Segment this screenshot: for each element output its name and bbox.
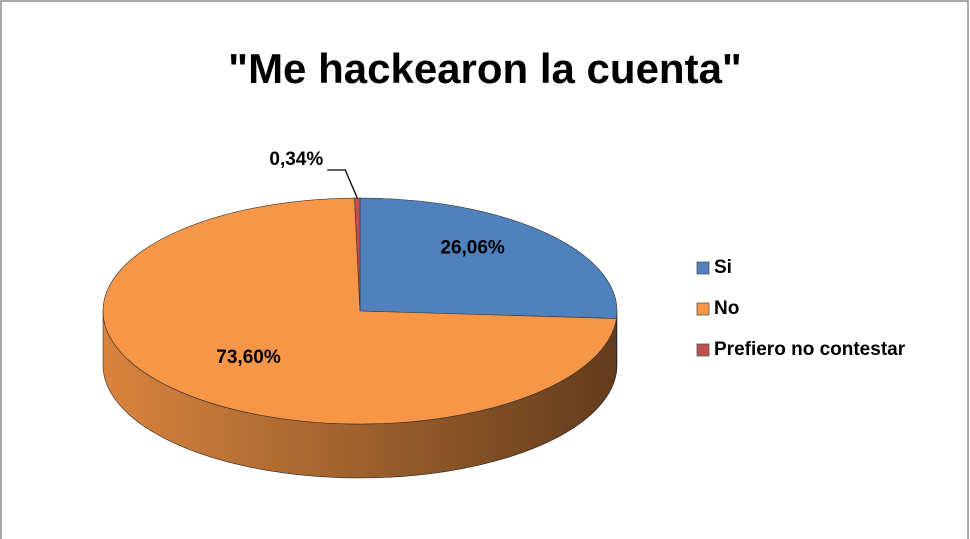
slice xyxy=(359,197,618,319)
data-label: 73,60% xyxy=(216,347,281,368)
legend-swatch xyxy=(696,343,710,357)
legend-swatch xyxy=(696,302,710,316)
legend-swatch xyxy=(696,261,710,275)
data-label: 26,06% xyxy=(440,238,505,259)
side-shade xyxy=(102,311,617,479)
legend-label: Si xyxy=(714,257,732,278)
slice xyxy=(354,197,361,312)
leader-line xyxy=(327,169,358,199)
legend-label: No xyxy=(714,298,739,319)
data-label: 0,34% xyxy=(269,149,323,170)
chart-title: "Me hackearon la cuenta" xyxy=(228,45,742,92)
legend-label: Prefiero no contestar xyxy=(714,339,906,360)
